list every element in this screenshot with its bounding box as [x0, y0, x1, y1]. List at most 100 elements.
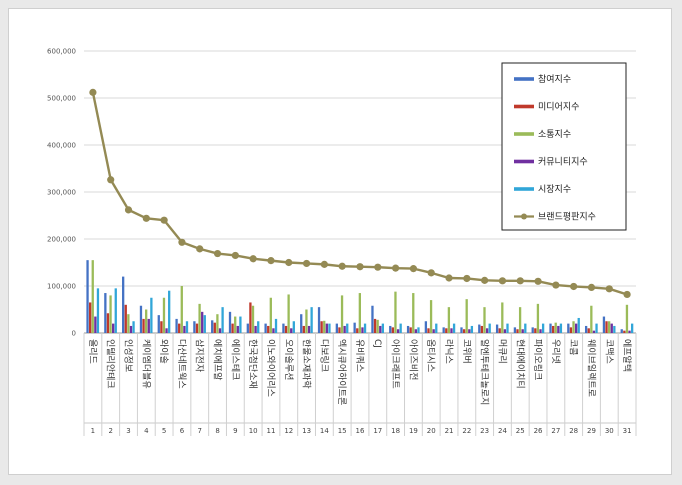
bar-2 — [320, 321, 323, 333]
brand-reputation-point — [498, 277, 507, 285]
brand-reputation-point — [160, 216, 168, 224]
category-label: 코위버 — [461, 339, 472, 364]
bar-4 — [592, 330, 596, 333]
brand-reputation-point — [516, 277, 524, 285]
brand-reputation-point — [374, 263, 382, 271]
bar-5 — [114, 288, 117, 333]
bar-5 — [328, 323, 331, 333]
category-label: 엑시큐어하이트론 — [336, 339, 348, 405]
category-label: 아이크래프트 — [390, 339, 401, 389]
bar-4 — [165, 328, 168, 333]
legend-point-swatch — [521, 213, 527, 220]
bar-1 — [442, 327, 445, 333]
bar-4 — [290, 328, 293, 333]
brand-reputation-point — [196, 245, 204, 253]
bar-3 — [287, 294, 290, 333]
index-label: 16 — [356, 427, 365, 435]
bar-2 — [195, 323, 199, 333]
bar-5 — [577, 317, 580, 333]
bar-2 — [480, 325, 484, 333]
bar-1 — [406, 325, 410, 333]
bar-5 — [292, 321, 295, 333]
brand-reputation-point — [285, 258, 293, 267]
category-label: 다보링크 — [318, 339, 330, 372]
bar-3 — [358, 293, 361, 333]
legend-swatch — [514, 159, 534, 164]
bar-1 — [86, 260, 89, 333]
brand-reputation-point — [587, 283, 596, 292]
bar-3 — [251, 305, 255, 333]
bar-4 — [254, 325, 257, 333]
category-label: 라닉스 — [443, 339, 454, 364]
bar-1 — [513, 327, 517, 333]
bar-1 — [620, 329, 623, 333]
brand-reputation-point — [320, 260, 328, 268]
bar-2 — [534, 328, 537, 333]
bar-4 — [183, 325, 186, 333]
bar-1 — [246, 323, 249, 333]
y-tick-label: 500,000 — [47, 95, 76, 103]
category-label: 파이오링크 — [532, 339, 544, 380]
bar-4 — [521, 329, 524, 333]
bar-2 — [462, 329, 466, 333]
category-label: 옵티시스 — [425, 339, 436, 372]
category-label: 한울소재과학 — [301, 339, 312, 389]
bar-3 — [483, 307, 486, 333]
legend-label: 브랜드평판지수 — [538, 212, 596, 223]
index-label: 9 — [233, 427, 237, 435]
y-tick-label: 0 — [72, 330, 76, 338]
legend-label: 참여지수 — [538, 73, 571, 85]
bar-2 — [623, 330, 626, 333]
brand-reputation-point — [356, 263, 364, 271]
bar-5 — [470, 325, 474, 333]
bar-2 — [213, 322, 216, 333]
brand-reputation-point — [249, 255, 257, 263]
index-label: 24 — [498, 427, 507, 435]
brand-reputation-point — [107, 176, 115, 184]
bar-4 — [450, 328, 453, 333]
category-label: 유비쿼스 — [354, 339, 365, 372]
bar-4 — [94, 316, 97, 333]
bar-4 — [325, 323, 328, 333]
brand-reputation-point — [463, 274, 471, 283]
bar-1 — [335, 323, 338, 333]
bar-3 — [590, 305, 593, 333]
brand-reputation-point — [534, 277, 542, 285]
bar-1 — [282, 323, 285, 333]
legend-label: 시장지수 — [538, 184, 571, 195]
bar-1 — [139, 305, 143, 333]
bar-1 — [478, 324, 481, 333]
bar-5 — [399, 323, 402, 333]
bar-4 — [628, 330, 631, 333]
bar-4 — [485, 328, 489, 333]
bar-1 — [371, 305, 374, 333]
bar-5 — [96, 288, 100, 333]
bar-3 — [180, 286, 183, 333]
category-label: 알엔투테크놀로지 — [479, 339, 490, 405]
bar-1 — [389, 325, 392, 333]
y-tick-label: 300,000 — [47, 189, 76, 197]
bar-5 — [506, 323, 509, 333]
bar-1 — [602, 316, 606, 333]
bar-5 — [363, 323, 367, 333]
index-label: 1 — [91, 427, 95, 435]
legend-swatch — [514, 104, 534, 109]
index-label: 23 — [480, 427, 489, 435]
bar-5 — [613, 325, 616, 333]
category-label: 에이스테크 — [229, 339, 240, 380]
bar-4 — [396, 329, 400, 333]
bar-2 — [160, 321, 163, 333]
bar-2 — [338, 327, 341, 333]
bar-5 — [541, 323, 545, 333]
bar-3 — [447, 307, 451, 333]
category-label: 아이즈비전 — [407, 339, 418, 380]
bar-3 — [234, 316, 237, 333]
index-label: 14 — [320, 427, 329, 435]
bar-5 — [274, 318, 278, 333]
bar-3 — [305, 309, 308, 333]
bar-3 — [127, 314, 130, 333]
bar-2 — [267, 325, 270, 333]
bar-4 — [112, 323, 115, 333]
